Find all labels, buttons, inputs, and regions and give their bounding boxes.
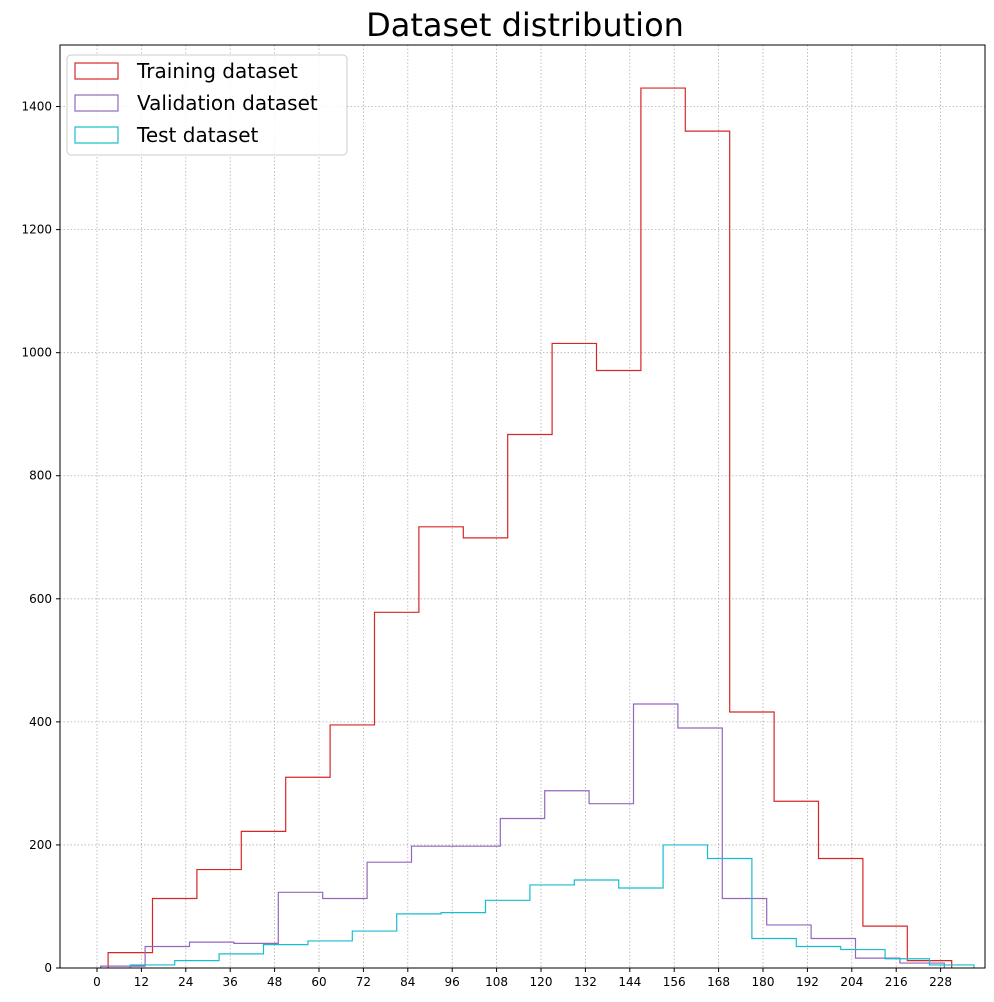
- y-tick-label: 1200: [21, 223, 52, 237]
- y-tick-label: 400: [29, 715, 52, 729]
- grid: [60, 45, 985, 969]
- x-tick-label: 168: [707, 975, 730, 989]
- legend-label: Test dataset: [136, 123, 259, 147]
- x-tick-label: 120: [530, 975, 553, 989]
- legend-swatch: [74, 126, 119, 144]
- y-tick-label: 800: [29, 469, 52, 483]
- legend-box: [66, 54, 348, 156]
- x-tick-label: 84: [400, 975, 415, 989]
- x-tick-label: 96: [445, 975, 460, 989]
- y-tick-label: 600: [29, 592, 52, 606]
- series-line-1: [107, 87, 953, 968]
- y-tick-label: 200: [29, 838, 52, 852]
- x-tick-label: 60: [311, 975, 326, 989]
- legend: Training dataset Validation dataset Test d…: [66, 54, 348, 156]
- legend-swatch: [74, 94, 119, 112]
- series-line-2: [100, 703, 945, 968]
- x-tick-label: 0: [93, 975, 101, 989]
- x-axis: 0 12 24 36 48 60 72 84 96 108 120 132 144 156 168 180 19…: [93, 968, 952, 989]
- x-tick-label: 144: [618, 975, 641, 989]
- y-tick-label: 1400: [21, 100, 52, 114]
- legend-label: Validation dataset: [137, 91, 318, 115]
- y-tick-label: 1000: [21, 346, 52, 360]
- x-tick-label: 72: [356, 975, 371, 989]
- x-tick-label: 192: [796, 975, 819, 989]
- x-tick-label: 48: [267, 975, 282, 989]
- x-tick-label: 24: [178, 975, 193, 989]
- x-tick-label: 36: [223, 975, 238, 989]
- x-tick-label: 204: [840, 975, 863, 989]
- x-tick-label: 228: [929, 975, 952, 989]
- chart-title: Dataset distribution: [366, 6, 684, 44]
- y-tick-label: 0: [44, 961, 52, 975]
- x-tick-label: 108: [485, 975, 508, 989]
- series-layer: [100, 87, 975, 968]
- x-tick-label: 132: [574, 975, 597, 989]
- legend-label: Training dataset: [136, 59, 298, 83]
- legend-swatch: [74, 62, 119, 80]
- series-line-3: [129, 844, 975, 968]
- x-tick-label: 180: [752, 975, 775, 989]
- x-tick-label: 156: [663, 975, 686, 989]
- plot-frame: [59, 44, 986, 969]
- y-axis: 0 200 400 600 800 1000 1200 1400: [21, 100, 60, 975]
- x-tick-label: 12: [134, 975, 149, 989]
- x-tick-label: 216: [885, 975, 908, 989]
